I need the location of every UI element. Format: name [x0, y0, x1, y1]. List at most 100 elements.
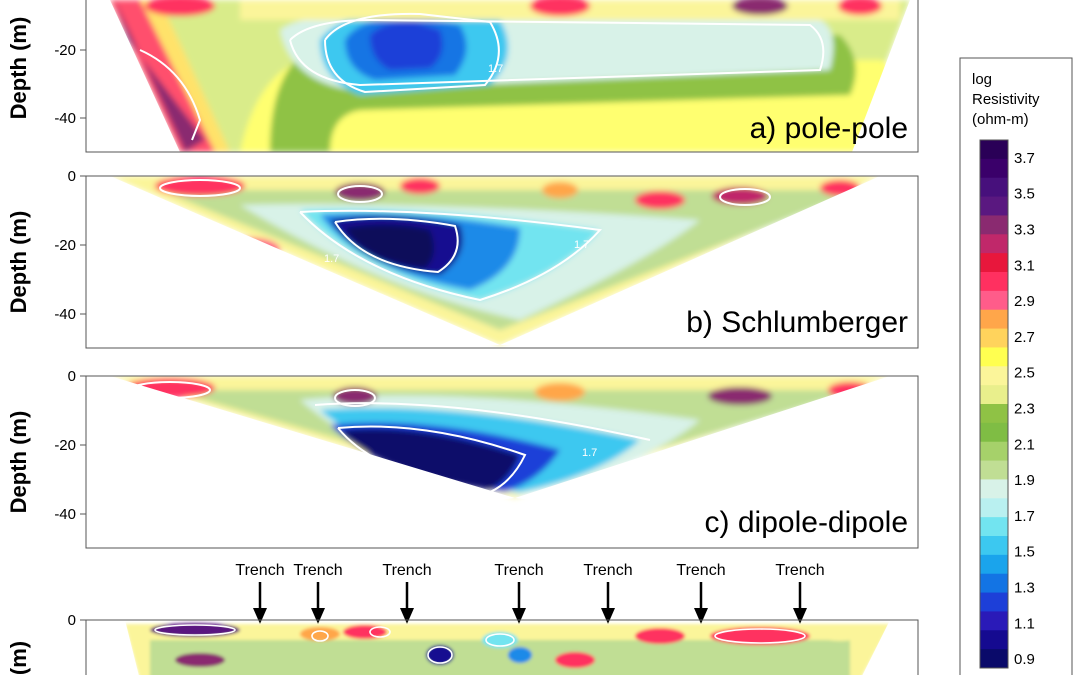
colorbar-tick-label: 3.1 [1014, 257, 1035, 274]
ytick-label: 0 [68, 368, 76, 385]
colorbar-swatch [980, 479, 1008, 499]
panel-b-title: b) Schlumberger [686, 306, 908, 339]
trench-arrow-head [253, 608, 267, 624]
colorbar-swatch [980, 158, 1008, 179]
trench-label: Trench [235, 562, 284, 579]
contour-label: 1.7 [574, 239, 589, 251]
colorbar-frame [959, 57, 1073, 675]
panel-c-title: c) dipole-dipole [705, 506, 908, 539]
panel-b-contours [159, 179, 771, 302]
colorbar-swatch [980, 554, 1008, 575]
colorbar-swatch [980, 517, 1008, 537]
colorbar-tick-label: 1.1 [1014, 615, 1035, 632]
trench-label: Trench [676, 562, 725, 579]
ytick-label: -40 [54, 506, 76, 523]
colorbar-title-line2: Resistivity [972, 91, 1040, 108]
colorbar-swatch [980, 573, 1008, 594]
trench-arrow-head [793, 608, 807, 624]
colorbar-bar-frame [979, 139, 1009, 669]
colorbar-swatch [980, 272, 1008, 292]
trench-arrow-head [694, 608, 708, 624]
colorbar-tick-label: 3.5 [1014, 186, 1035, 203]
ytick-label: -20 [54, 237, 76, 254]
panel-c: 1.7 0 -20 -40 Depth (m) c) dipole-dipole [6, 368, 919, 549]
colorbar-swatch [980, 234, 1008, 254]
panel-c-ylabel: Depth (m) [6, 411, 31, 514]
panel-d-contours [154, 624, 806, 664]
colorbar-swatch [980, 611, 1008, 631]
colorbar-swatch [980, 441, 1008, 462]
panel-b-ylabel: Depth (m) [6, 211, 31, 314]
colorbar-swatch [980, 215, 1008, 235]
trench-label: Trench [293, 562, 342, 579]
panel-b-frame [85, 175, 919, 349]
colorbar-tick-label: 2.1 [1014, 436, 1035, 453]
colorbar-swatch [980, 140, 1008, 160]
panel-a-title: a) pole-pole [750, 112, 908, 145]
colorbar-swatch [980, 366, 1008, 386]
colorbar-swatch [980, 498, 1008, 518]
panel-a: 1.7 -20 -40 Depth (m) a) pole-pole [6, 0, 919, 153]
trench-label: Trench [583, 562, 632, 579]
colorbar-tick-label: 1.9 [1014, 472, 1035, 489]
panel-c-section: 1.7 [86, 376, 918, 548]
trench-arrow-head [311, 608, 325, 624]
panel-a-ylabel: Depth (m) [6, 17, 31, 120]
trench-arrow-head [601, 608, 615, 624]
ytick-label: -40 [54, 306, 76, 323]
colorbar-swatch [980, 422, 1008, 443]
colorbar-tick-label: 1.5 [1014, 544, 1035, 561]
colorbar-tick-label: 0.9 [1014, 651, 1035, 668]
colorbar-swatch [980, 290, 1008, 311]
panel-a-contours [139, 12, 825, 141]
colorbar-tick-label: 2.9 [1014, 293, 1035, 310]
panel-d-ylabel: (m) [6, 641, 31, 675]
colorbar-swatch [980, 404, 1008, 424]
colorbar-tick-label: 1.3 [1014, 579, 1035, 596]
panel-b-section: 1.7 1.7 [86, 176, 918, 348]
colorbar-swatch [980, 253, 1008, 273]
trench-label: Trench [494, 562, 543, 579]
colorbar-title-line3: (ohm-m) [972, 111, 1029, 128]
panel-a-section: 1.7 [86, 0, 918, 152]
panel-b: 1.7 1.7 0 -20 -40 Depth (m) b) Schlumber… [6, 168, 919, 349]
colorbar-swatch [980, 385, 1008, 405]
panel-d-frame [85, 619, 919, 675]
panel-d: Trench Trench Trench Trench Trench Trench Tren… [6, 562, 919, 675]
contour-label: 1.7 [582, 447, 597, 459]
colorbar-ticks: 3.7 3.5 3.3 3.1 2.9 2.7 2.5 2.3 2.1 1.9 1.7 1.5 1.3 1… [1014, 150, 1035, 668]
colorbar-swatch [980, 309, 1008, 330]
trench-arrow-head [400, 608, 414, 624]
ytick-label: -20 [54, 42, 76, 59]
trench-label: Trench [382, 562, 431, 579]
colorbar-swatch [980, 347, 1008, 367]
colorbar-tick-label: 1.7 [1014, 508, 1035, 525]
colorbar-tick-label: 2.7 [1014, 329, 1035, 346]
colorbar-swatch [980, 649, 1008, 669]
colorbar-swatches [979, 139, 1009, 669]
colorbar-swatch [980, 460, 1008, 480]
colorbar-title-line1: log [972, 71, 992, 88]
colorbar-swatch [980, 196, 1008, 216]
panel-a-frame [85, 0, 919, 153]
ytick-label: 0 [68, 612, 76, 629]
colorbar: log Resistivity (ohm-m) 3.7 3.5 3.3 3.1 2.9 2… [959, 57, 1073, 675]
contour-label: 1.7 [324, 253, 339, 265]
colorbar-swatch [980, 536, 1008, 556]
ytick-label: -40 [54, 110, 76, 127]
colorbar-swatch [980, 630, 1008, 650]
trench-label: Trench [775, 562, 824, 579]
ytick-label: 0 [68, 168, 76, 185]
trench-arrow-head [512, 608, 526, 624]
colorbar-tick-label: 3.7 [1014, 150, 1035, 167]
ytick-label: -20 [54, 437, 76, 454]
colorbar-tick-label: 3.3 [1014, 221, 1035, 238]
trench-annotations: Trench Trench Trench Trench Trench Trench Tren… [235, 562, 825, 624]
colorbar-tick-label: 2.3 [1014, 400, 1035, 417]
colorbar-swatch [980, 177, 1008, 198]
contour-label: 1.7 [488, 63, 503, 75]
colorbar-swatch [980, 328, 1008, 348]
colorbar-tick-label: 2.5 [1014, 365, 1035, 382]
panel-d-section [86, 620, 918, 675]
